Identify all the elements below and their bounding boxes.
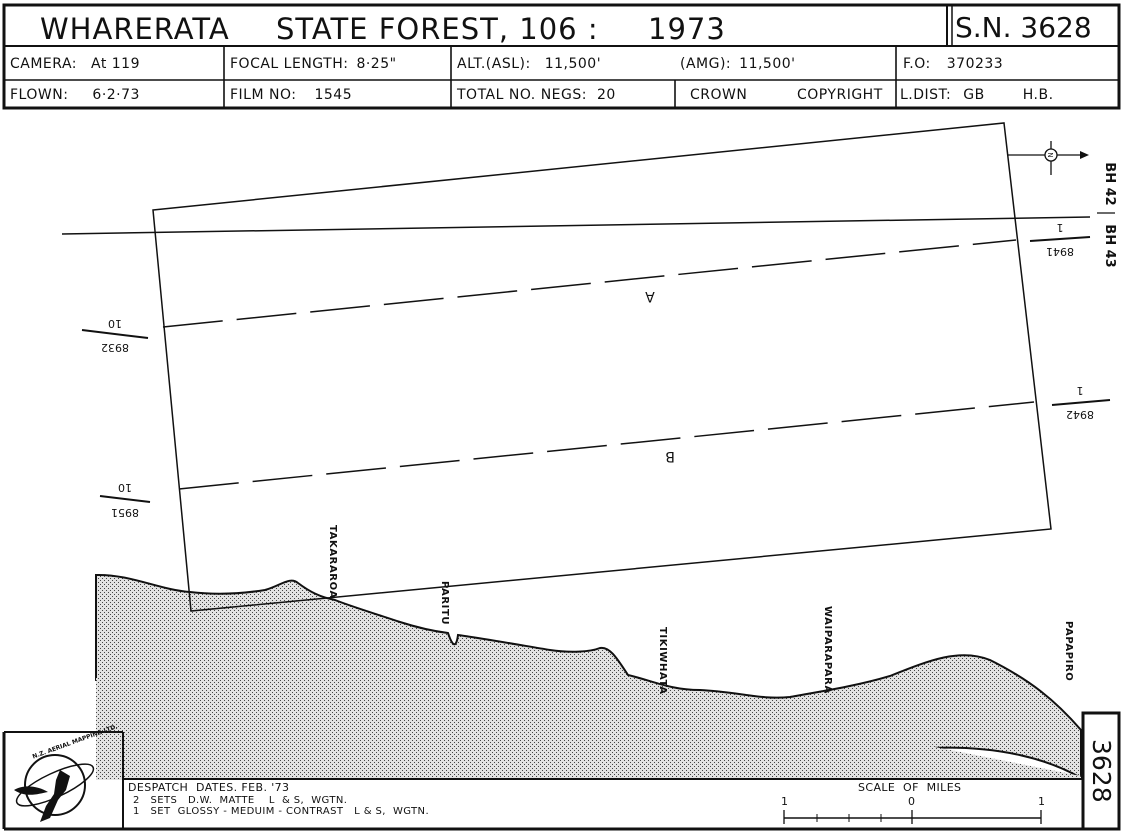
camera-value: At 119 <box>91 56 140 72</box>
sortie-number: S.N. 3628 <box>955 10 1092 44</box>
run-label-b: B <box>665 448 675 464</box>
place-papapiro: PAPAPIRO <box>1063 621 1074 681</box>
sheet-number-box <box>1081 711 1121 831</box>
amg-value: 11,500' <box>739 56 796 72</box>
north-arrow: N <box>1007 141 1089 175</box>
scale-title: SCALE OF MILES <box>858 781 962 794</box>
photo-number: 8932 <box>101 341 129 354</box>
despatch-line-2: 1 SET GLOSSY - MEDUIM - CONTRAST L & S, … <box>133 806 430 817</box>
crown-text: CROWN <box>690 87 748 103</box>
coverage-block <box>152 122 1052 612</box>
focal-label: FOCAL LENGTH: <box>230 56 349 72</box>
negs-field: TOTAL NO. NEGS: 20 <box>457 82 616 108</box>
film-label: FILM NO: <box>230 87 297 103</box>
logo-wing-icon <box>14 786 48 795</box>
title-year: 1973 <box>648 12 726 46</box>
alt-value: 11,500' <box>544 56 602 72</box>
bh42-label: BH 42 <box>1102 162 1117 205</box>
logo-globe-icon <box>24 754 86 816</box>
place-tikiwhata: TIKIWHATA <box>657 627 668 695</box>
ldist-value-1: GB <box>963 87 985 103</box>
fo-field: F.O: 370233 <box>903 50 1003 78</box>
north-arrow-head <box>1080 151 1089 159</box>
negs-label: TOTAL NO. NEGS: <box>457 87 587 103</box>
scale-label-right: 1 <box>1038 795 1046 808</box>
scale-label-left: 1 <box>781 795 789 808</box>
photo-divider <box>81 329 149 339</box>
camera-field: CAMERA: At 119 <box>10 50 140 78</box>
despatch-title: DESPATCH DATES. FEB. '73 <box>128 781 290 794</box>
negs-value: 20 <box>596 87 616 103</box>
despatch-line-1: 2 SETS D.W. MATTE L & S, WGTN. <box>133 795 348 806</box>
run-line-b <box>178 401 1035 490</box>
photo-run: 10 <box>108 317 122 330</box>
place-paritu: PARITU <box>439 581 450 625</box>
flown-label: FLOWN: <box>10 87 69 103</box>
title-forest: STATE FOREST, 106 : <box>276 12 599 46</box>
ldist-field: L.DIST: GB H.B. <box>900 82 1054 108</box>
photo-number: 8951 <box>111 506 139 519</box>
run-label-a: A <box>645 288 655 304</box>
track-line <box>61 216 1091 235</box>
photo-label-8941: 8941 1 <box>1029 221 1091 258</box>
alt-label: ALT.(ASL): <box>457 56 531 72</box>
scale-bar <box>783 810 1042 824</box>
bh43-label: BH 43 <box>1102 224 1117 267</box>
title-place: WHARERATA <box>40 12 230 46</box>
amg-field: (AMG): 11,500' <box>680 50 796 78</box>
film-field: FILM NO: 1545 <box>230 82 352 108</box>
focal-field: FOCAL LENGTH: 8·25" <box>230 50 397 78</box>
photo-label-8932: 8932 10 <box>81 317 149 354</box>
photo-number: 8941 <box>1046 245 1074 258</box>
photo-run: 1 <box>1057 221 1064 234</box>
photo-number: 8942 <box>1066 408 1094 421</box>
place-waiparapara: WAIPARAPARA <box>822 606 833 694</box>
fo-value: 370233 <box>946 56 1004 72</box>
flown-value: 6·2·73 <box>92 87 140 103</box>
ldist-label: L.DIST: <box>900 87 952 103</box>
photo-run: 1 <box>1077 384 1084 397</box>
copyright-text: COPYRIGHT <box>797 87 883 103</box>
photo-divider <box>1051 399 1111 406</box>
scale-label-zero: 0 <box>908 795 916 808</box>
sheet-number: 3628 <box>1087 739 1116 803</box>
nz-aerial-mapping-logo <box>14 754 95 822</box>
north-label: N <box>1046 152 1054 157</box>
place-takararoa: TAKARAROA <box>327 525 338 599</box>
camera-label: CAMERA: <box>10 56 77 72</box>
ldist-value-2: H.B. <box>1022 87 1054 103</box>
photo-run: 10 <box>118 481 132 494</box>
alt-field: ALT.(ASL): 11,500' <box>457 50 601 78</box>
photo-label-8951: 8951 10 <box>99 481 151 519</box>
amg-label: (AMG): <box>680 56 732 72</box>
run-line-a <box>162 239 1017 328</box>
film-value: 1545 <box>314 87 353 103</box>
logo-nz-map-icon <box>40 770 70 822</box>
photo-label-8942: 8942 1 <box>1051 384 1111 421</box>
header-grid <box>2 3 1121 110</box>
north-symbol-icon <box>1044 148 1058 162</box>
fo-label: F.O: <box>903 56 931 72</box>
photo-divider <box>1029 236 1091 242</box>
photo-divider <box>99 495 151 503</box>
focal-value: 8·25" <box>356 56 397 72</box>
flown-field: FLOWN: 6·2·73 <box>10 82 140 108</box>
terrain-base <box>96 678 1081 780</box>
